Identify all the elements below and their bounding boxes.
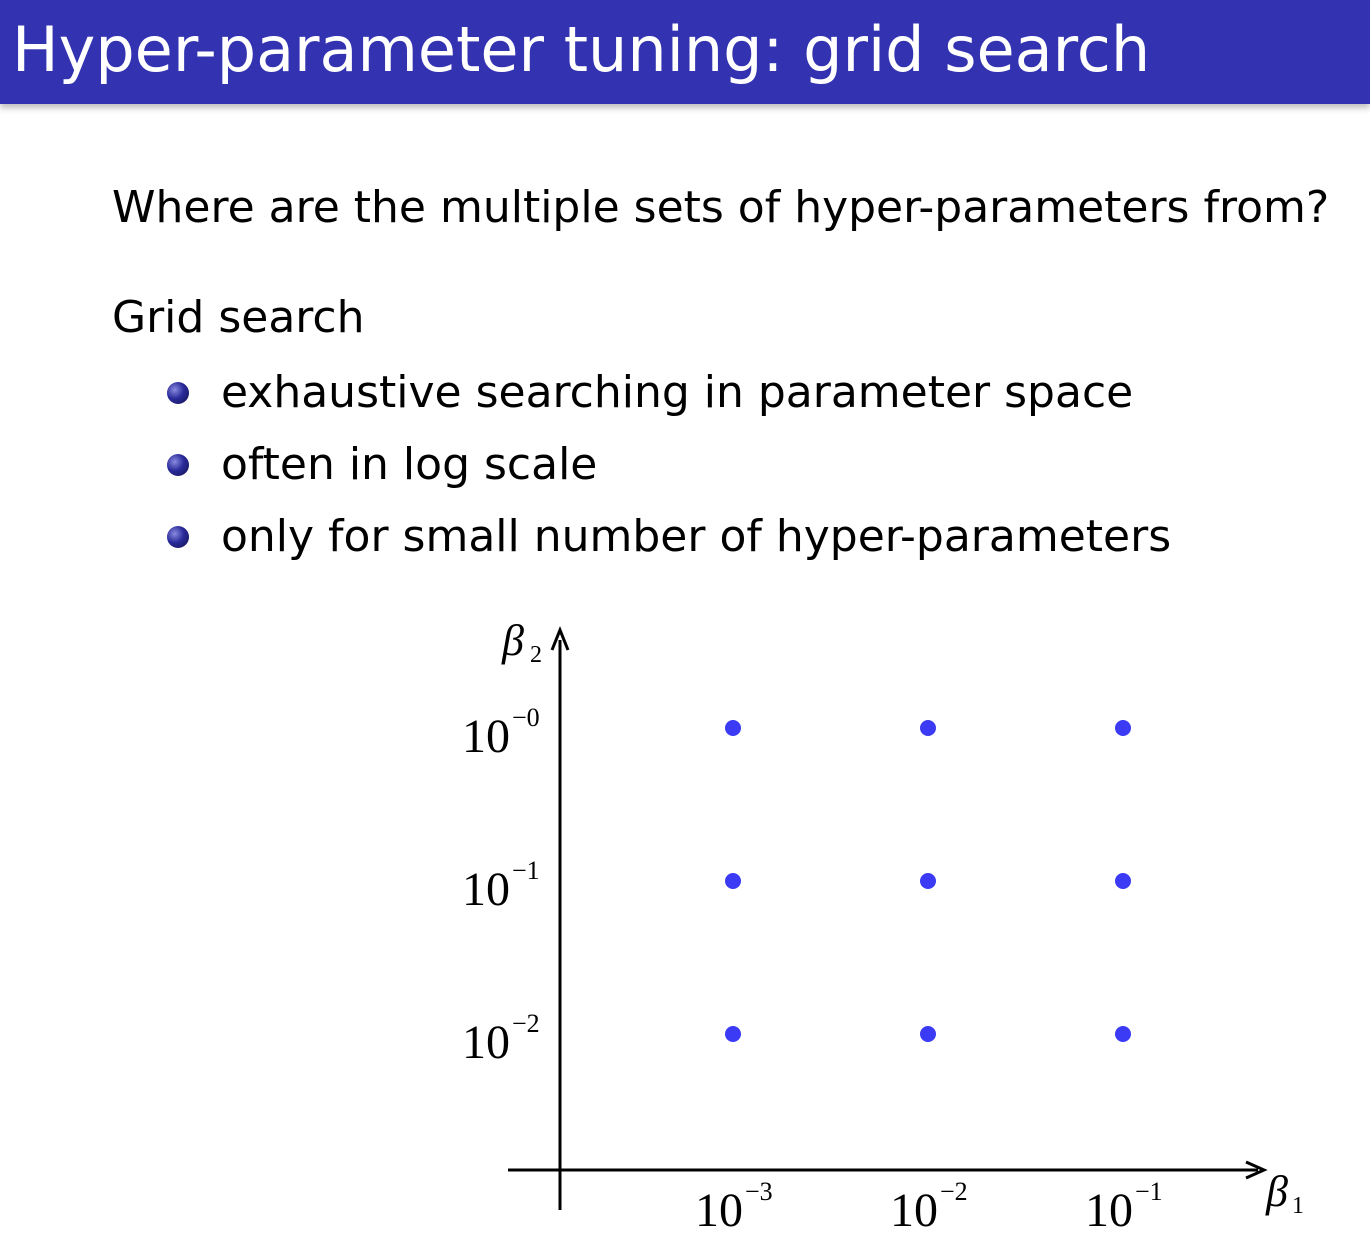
- bullet-item: exhaustive searching in parameter space: [165, 362, 1171, 434]
- grid-point: [725, 720, 741, 736]
- bullet-dot-icon: [167, 526, 189, 548]
- grid-point: [920, 720, 936, 736]
- bullet-text: only for small number of hyper-parameter…: [221, 511, 1172, 562]
- x-tick-exponent: −1: [1135, 1177, 1163, 1206]
- bullet-item: only for small number of hyper-parameter…: [165, 506, 1171, 578]
- x-tick-label: 10: [695, 1184, 743, 1234]
- y-axis-label-subscript: 2: [530, 642, 542, 668]
- x-tick-exponent: −2: [940, 1177, 968, 1206]
- grid-point: [1115, 720, 1131, 736]
- grid-point: [1115, 1026, 1131, 1042]
- y-axis-label: β: [501, 616, 524, 665]
- y-tick-label: 10: [462, 710, 510, 763]
- tick-labels: β 2β 110 −3 10 −2 10 −110 −210 −110 −0: [462, 616, 1304, 1234]
- y-tick-label: 10: [462, 863, 510, 916]
- bullet-dot-icon: [167, 454, 189, 476]
- grid-point: [920, 873, 936, 889]
- grid-point: [1115, 873, 1131, 889]
- question-text: Where are the multiple sets of hyper-par…: [112, 182, 1330, 233]
- y-tick-exponent: −0: [512, 703, 540, 732]
- y-tick-label: 10: [462, 1016, 510, 1069]
- x-axis-label: β: [1265, 1167, 1288, 1216]
- axes: [508, 625, 1268, 1210]
- grid-point: [920, 1026, 936, 1042]
- bullet-text: exhaustive searching in parameter space: [221, 367, 1134, 418]
- y-tick-exponent: −1: [512, 856, 540, 885]
- subheading-text: Grid search: [112, 292, 365, 343]
- grid-point: [725, 1026, 741, 1042]
- x-axis-label-subscript: 1: [1292, 1193, 1304, 1219]
- x-tick-label: 10: [1085, 1184, 1133, 1234]
- x-tick-label: 10: [890, 1184, 938, 1234]
- x-axis-arrow-icon: [1245, 1160, 1268, 1180]
- x-tick-exponent: −3: [745, 1177, 773, 1206]
- title-bar: Hyper-parameter tuning: grid search: [0, 0, 1370, 104]
- grid-point: [725, 873, 741, 889]
- bullet-list: exhaustive searching in parameter space …: [165, 362, 1171, 578]
- bullet-dot-icon: [167, 382, 189, 404]
- slide-title: Hyper-parameter tuning: grid search: [12, 13, 1151, 86]
- y-tick-exponent: −2: [512, 1009, 540, 1038]
- bullet-text: often in log scale: [221, 439, 598, 490]
- y-axis-arrow-icon: [550, 625, 570, 651]
- bullet-item: often in log scale: [165, 434, 1171, 506]
- data-points: [725, 720, 1131, 1042]
